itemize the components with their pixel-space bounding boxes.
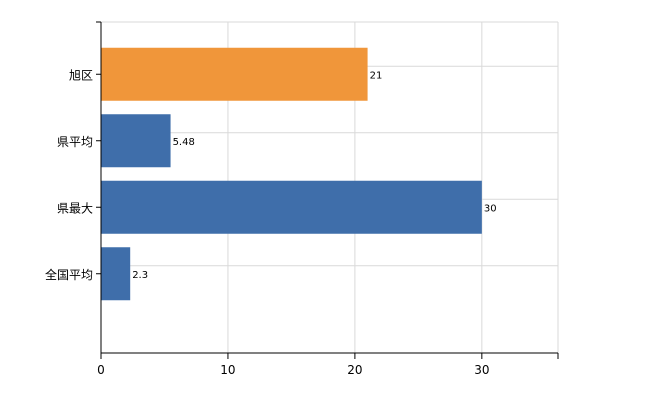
data-label-0: 21 (370, 70, 383, 81)
bars (101, 47, 482, 301)
bar-3 (101, 247, 131, 301)
data-label-2: 30 (484, 203, 497, 214)
data-label-3: 2.3 (132, 270, 148, 281)
data-label-1: 5.48 (173, 137, 195, 148)
data-labels: 21 5.48 30 2.3 (132, 70, 496, 281)
y-tick-label-1: 県平均 (57, 135, 93, 149)
x-tick-label-0: 0 (97, 363, 105, 377)
y-tick-label-2: 県最大 (57, 201, 93, 215)
bar-0 (101, 47, 368, 101)
bar-1 (101, 114, 171, 168)
x-tick-label-2: 20 (347, 363, 362, 377)
y-tick-label-0: 旭区 (69, 68, 93, 82)
y-tick-label-3: 全国平均 (45, 267, 93, 282)
x-tick-label-1: 10 (220, 363, 235, 377)
x-tick-label-3: 30 (474, 363, 489, 377)
bar-2 (101, 180, 482, 234)
